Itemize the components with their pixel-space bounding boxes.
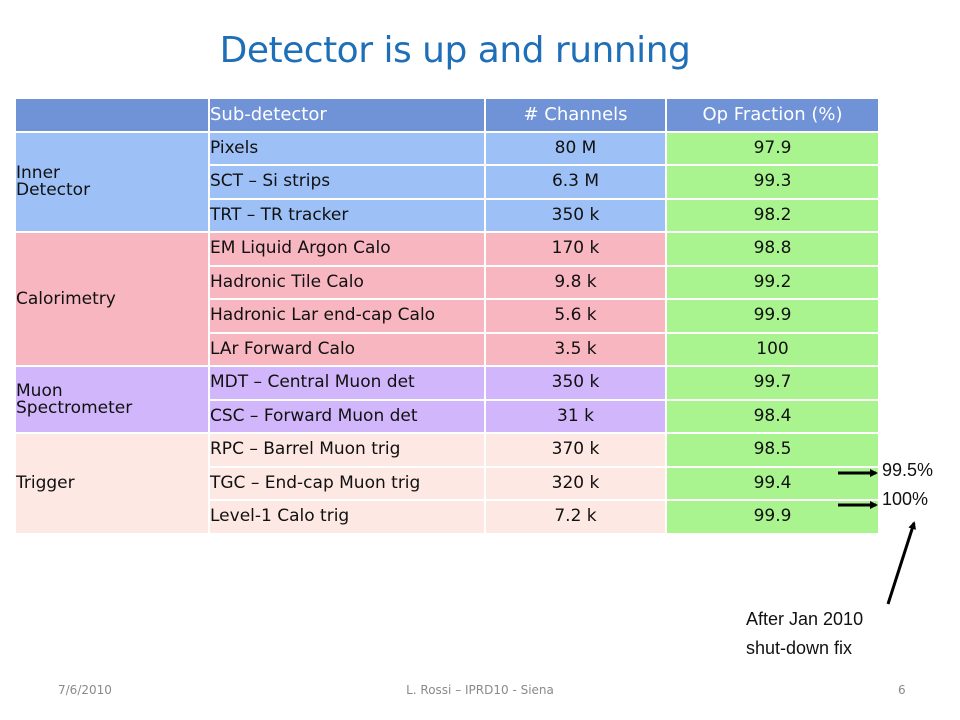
op-fraction-cell: 98.4	[665, 398, 880, 434]
op-fraction-cell: 99.2	[665, 264, 880, 300]
table-row: Hadronic Lar end-cap Calo 5.6 k 99.9	[15, 298, 880, 334]
sub-detector-cell: LAr Forward Calo	[208, 331, 486, 367]
table-row: SCT – Si strips 6.3 M 99.3	[15, 164, 880, 200]
sub-detector-cell: SCT – Si strips	[208, 164, 486, 200]
header-channels: # Channels	[484, 97, 667, 133]
sub-detector-cell: CSC – Forward Muon det	[208, 398, 486, 434]
header-op-fraction: Op Fraction (%)	[665, 97, 880, 133]
slide-title: Detector is up and running	[219, 30, 691, 71]
footer-center: L. Rossi – IPRD10 - Siena	[406, 683, 554, 697]
table-row: Hadronic Tile Calo 9.8 k 99.2	[15, 264, 880, 300]
fix-note-line2: shut-down fix	[746, 638, 853, 658]
table-row: Calorimetry EM Liquid Argon Calo 170 k 98.8	[14, 231, 880, 367]
sub-detector-cell: Level-1 Calo trig	[208, 499, 486, 535]
channels-cell: 5.6 k	[484, 298, 667, 334]
op-fraction-cell: 99.9	[665, 499, 880, 535]
sub-detector-cell: MDT – Central Muon det	[208, 365, 486, 401]
channels-cell: 7.2 k	[484, 499, 667, 535]
channels-cell: 320 k	[484, 465, 667, 501]
table-row: LAr Forward Calo 3.5 k 100	[15, 331, 880, 367]
sub-detector-cell: TRT – TR tracker	[208, 197, 486, 233]
group-name-cell: Trigger	[14, 432, 210, 535]
table-body: Inner Detector Pixels 80 M 97.9 SCT – Si stri…	[14, 130, 880, 535]
op-fraction-cell: 99.3	[665, 164, 880, 200]
fix-note-line1: After Jan 2010	[746, 609, 864, 629]
op-fraction-cell: 99.4	[665, 465, 880, 501]
tgc-fixed-value: 100%	[882, 489, 929, 509]
footer-page-number: 6	[898, 683, 906, 697]
channels-cell: 350 k	[484, 365, 667, 401]
sub-detector-cell: TGC – End-cap Muon trig	[208, 465, 486, 501]
channels-cell: 80 M	[484, 130, 667, 166]
sub-detector-cell: RPC – Barrel Muon trig	[208, 432, 486, 468]
channels-cell: 170 k	[484, 231, 667, 267]
group-name-cell: Inner Detector	[14, 130, 210, 233]
sub-detector-cell: Hadronic Lar end-cap Calo	[208, 298, 486, 334]
op-fraction-cell: 98.8	[665, 231, 880, 267]
op-fraction-cell: 97.9	[665, 130, 880, 166]
op-fraction-cell: 98.2	[665, 197, 880, 233]
header-corner-cell	[14, 97, 210, 133]
detector-table: Sub-detector # Channels Op Fraction (%) …	[14, 97, 880, 535]
sub-detector-cell: EM Liquid Argon Calo	[208, 231, 486, 267]
channels-cell: 350 k	[484, 197, 667, 233]
channels-cell: 9.8 k	[484, 264, 667, 300]
sub-detector-cell: Pixels	[208, 130, 486, 166]
channels-cell: 6.3 M	[484, 164, 667, 200]
footer-date: 7/6/2010	[58, 683, 112, 697]
header-sub-detector: Sub-detector	[208, 97, 486, 133]
op-fraction-cell: 98.5	[665, 432, 880, 468]
channels-cell: 370 k	[484, 432, 667, 468]
table-row: Inner Detector Pixels 80 M 97.9	[14, 130, 880, 233]
group-name-cell: Calorimetry	[14, 231, 210, 367]
op-fraction-cell: 100	[665, 331, 880, 367]
op-fraction-cell: 99.7	[665, 365, 880, 401]
table-row: Muon Spectrometer MDT – Central Muon det 35…	[14, 365, 880, 434]
rpc-fixed-value: 99.5%	[882, 460, 934, 480]
channels-cell: 3.5 k	[484, 331, 667, 367]
table-header-row: Sub-detector # Channels Op Fraction (%)	[14, 97, 880, 133]
channels-cell: 31 k	[484, 398, 667, 434]
fix-pointer-arrow	[886, 521, 916, 605]
table-row: TRT – TR tracker 350 k 98.2	[15, 197, 880, 233]
op-fraction-cell: 99.9	[665, 298, 880, 334]
table-row: Trigger RPC – Barrel Muon trig 370 k 98.5	[14, 432, 880, 535]
sub-detector-cell: Hadronic Tile Calo	[208, 264, 486, 300]
group-name-cell: Muon Spectrometer	[14, 365, 210, 434]
table-row: CSC – Forward Muon det 31 k 98.4	[15, 398, 880, 434]
